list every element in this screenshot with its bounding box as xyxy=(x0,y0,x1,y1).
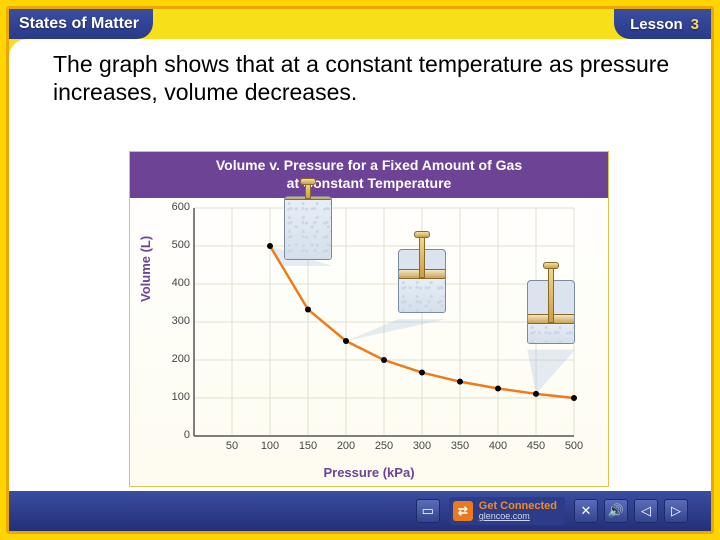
xtick-label: 400 xyxy=(486,440,510,452)
ytick-label: 0 xyxy=(160,429,190,441)
footer-bar: ▭ ⇄ Get Connected glencoe.com ✕ 🔊 ◁ ▷ xyxy=(9,491,711,531)
plot-svg xyxy=(194,208,574,436)
xtick-label: 150 xyxy=(296,440,320,452)
slide-frame: States of Matter Lesson 3 The graph show… xyxy=(0,0,720,540)
gas-cylinder xyxy=(398,231,446,313)
figure-title: Volume v. Pressure for a Fixed Amount of… xyxy=(130,152,608,198)
content-area: The graph shows that at a constant tempe… xyxy=(9,39,711,491)
lesson-number: 3 xyxy=(691,16,699,33)
prev-icon: ◁ xyxy=(641,503,651,519)
image-button[interactable]: ▭ xyxy=(416,499,440,523)
xtick-label: 300 xyxy=(410,440,434,452)
ytick-label: 400 xyxy=(160,277,190,289)
close-button[interactable]: ✕ xyxy=(574,499,598,523)
prev-button[interactable]: ◁ xyxy=(634,499,658,523)
next-button[interactable]: ▷ xyxy=(664,499,688,523)
connect-icon: ⇄ xyxy=(453,501,473,521)
ytick-label: 500 xyxy=(160,239,190,251)
connect-text: Get Connected glencoe.com xyxy=(479,500,557,522)
close-icon: ✕ xyxy=(581,503,592,519)
sound-icon: 🔊 xyxy=(608,503,624,519)
xtick-label: 200 xyxy=(334,440,358,452)
xtick-label: 500 xyxy=(562,440,586,452)
y-axis-label: Volume (L) xyxy=(138,236,153,302)
ytick-label: 300 xyxy=(160,315,190,327)
ytick-label: 600 xyxy=(160,201,190,213)
gas-cylinder xyxy=(284,178,332,260)
gas-cylinder xyxy=(527,262,575,344)
ytick-label: 200 xyxy=(160,353,190,365)
header-title: States of Matter xyxy=(9,9,153,39)
connect-sub: glencoe.com xyxy=(479,512,557,522)
figure-title-line1: Volume v. Pressure for a Fixed Amount of… xyxy=(138,157,600,175)
xtick-label: 350 xyxy=(448,440,472,452)
image-icon: ▭ xyxy=(422,503,434,519)
lesson-label: Lesson xyxy=(630,16,683,33)
header-bar: States of Matter Lesson 3 xyxy=(9,9,711,39)
main-text: The graph shows that at a constant tempe… xyxy=(9,39,711,106)
connect-box[interactable]: ⇄ Get Connected glencoe.com xyxy=(449,497,565,525)
sound-button[interactable]: 🔊 xyxy=(604,499,628,523)
xtick-label: 100 xyxy=(258,440,282,452)
lesson-badge: Lesson 3 xyxy=(614,9,711,39)
xtick-label: 250 xyxy=(372,440,396,452)
plot-area: 0100200300400500600501001502002503003504… xyxy=(194,208,574,436)
figure: Volume v. Pressure for a Fixed Amount of… xyxy=(129,151,609,487)
xtick-label: 50 xyxy=(220,440,244,452)
figure-title-line2: at Constant Temperature xyxy=(138,175,600,193)
ytick-label: 100 xyxy=(160,391,190,403)
next-icon: ▷ xyxy=(671,503,681,519)
x-axis-label: Pressure (kPa) xyxy=(130,465,608,480)
xtick-label: 450 xyxy=(524,440,548,452)
inner-frame: States of Matter Lesson 3 The graph show… xyxy=(6,6,714,534)
